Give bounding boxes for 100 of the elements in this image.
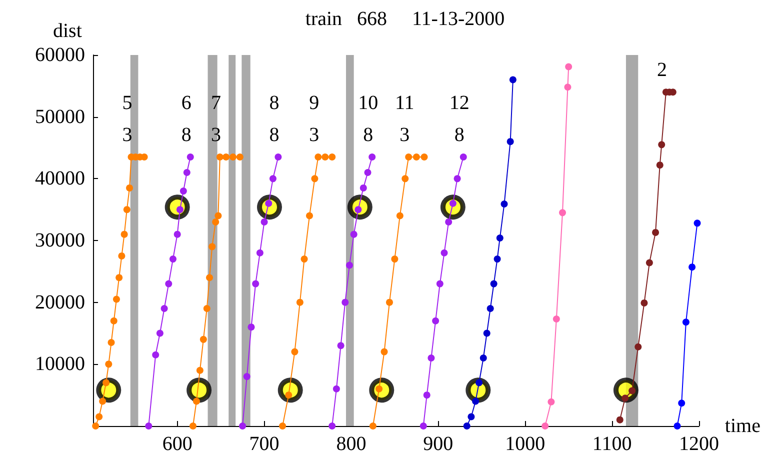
point [102, 379, 110, 386]
point [274, 154, 282, 161]
point [183, 168, 190, 176]
x-tick-label: 600 [162, 433, 192, 455]
y-tick-label: 20000 [35, 291, 85, 314]
point [548, 398, 555, 406]
point [214, 212, 222, 220]
point [92, 422, 100, 430]
x-tick-label: 1100 [592, 433, 632, 455]
point [222, 154, 230, 161]
point [328, 154, 336, 161]
point [432, 317, 440, 324]
point [265, 200, 272, 207]
point [380, 348, 388, 356]
point [364, 168, 372, 176]
point [337, 342, 344, 350]
point [559, 209, 566, 216]
point [236, 154, 244, 161]
point [500, 200, 508, 208]
chart-title: train 668 11-13-2000 [305, 8, 505, 30]
annotation: 12 8 [449, 92, 470, 146]
annotation: 6 8 [181, 92, 192, 146]
point [440, 249, 448, 256]
point [269, 175, 276, 182]
annotation: 8 8 [269, 92, 280, 146]
annotation: 5 3 [122, 92, 132, 146]
point [652, 228, 660, 236]
annotation: 11 3 [394, 92, 414, 146]
point [688, 264, 696, 271]
point [99, 398, 106, 405]
point [332, 385, 340, 392]
point [256, 249, 264, 256]
point [476, 379, 483, 386]
x-tick-label: 1200 [679, 433, 719, 455]
point [105, 360, 112, 368]
point [165, 280, 172, 288]
point [454, 175, 461, 182]
point [420, 422, 427, 430]
point [120, 230, 128, 238]
point [678, 400, 686, 407]
point [169, 256, 176, 263]
point [368, 154, 376, 161]
point [328, 422, 336, 430]
point [386, 298, 393, 306]
point [480, 354, 487, 362]
point [145, 422, 152, 430]
point [564, 84, 572, 91]
annotation: 9 3 [309, 92, 320, 146]
point [472, 398, 480, 405]
point [490, 280, 498, 288]
point [646, 259, 653, 266]
point [460, 154, 467, 161]
point [682, 318, 690, 326]
point [300, 256, 308, 263]
point [674, 422, 681, 430]
point [248, 324, 255, 331]
point [494, 256, 501, 263]
point [126, 184, 134, 192]
point [322, 154, 329, 161]
point [306, 212, 313, 220]
x-tick-label: 900 [423, 433, 454, 455]
y-tick-label: 40000 [35, 168, 85, 190]
point [640, 299, 648, 306]
point [96, 413, 103, 420]
x-axis-title: time [724, 415, 761, 437]
point [506, 138, 514, 146]
point [285, 392, 292, 399]
point [694, 220, 701, 227]
point [616, 416, 624, 424]
point [260, 218, 268, 226]
annotation: 10 8 [358, 92, 378, 146]
point [192, 398, 200, 405]
point [186, 378, 212, 403]
point [486, 305, 494, 312]
point [565, 63, 572, 70]
point [208, 243, 216, 250]
point [152, 351, 160, 358]
point [509, 76, 516, 84]
point [436, 280, 444, 288]
point [360, 184, 367, 192]
point [552, 316, 560, 323]
y-tick-label: 30000 [35, 230, 85, 252]
point [212, 218, 220, 226]
y-axis-title: dist [53, 20, 82, 42]
point [656, 162, 664, 169]
point [412, 154, 420, 161]
point [243, 373, 250, 380]
point [391, 256, 398, 263]
y-tick-label: 10000 [35, 353, 85, 376]
annotation: 2 [656, 59, 667, 82]
point [420, 154, 428, 161]
point [405, 154, 412, 161]
point [483, 330, 490, 337]
point [423, 392, 430, 399]
point [216, 154, 224, 161]
point [239, 422, 246, 430]
point [156, 330, 164, 337]
point [291, 348, 298, 356]
point [118, 252, 126, 260]
point [542, 422, 549, 430]
